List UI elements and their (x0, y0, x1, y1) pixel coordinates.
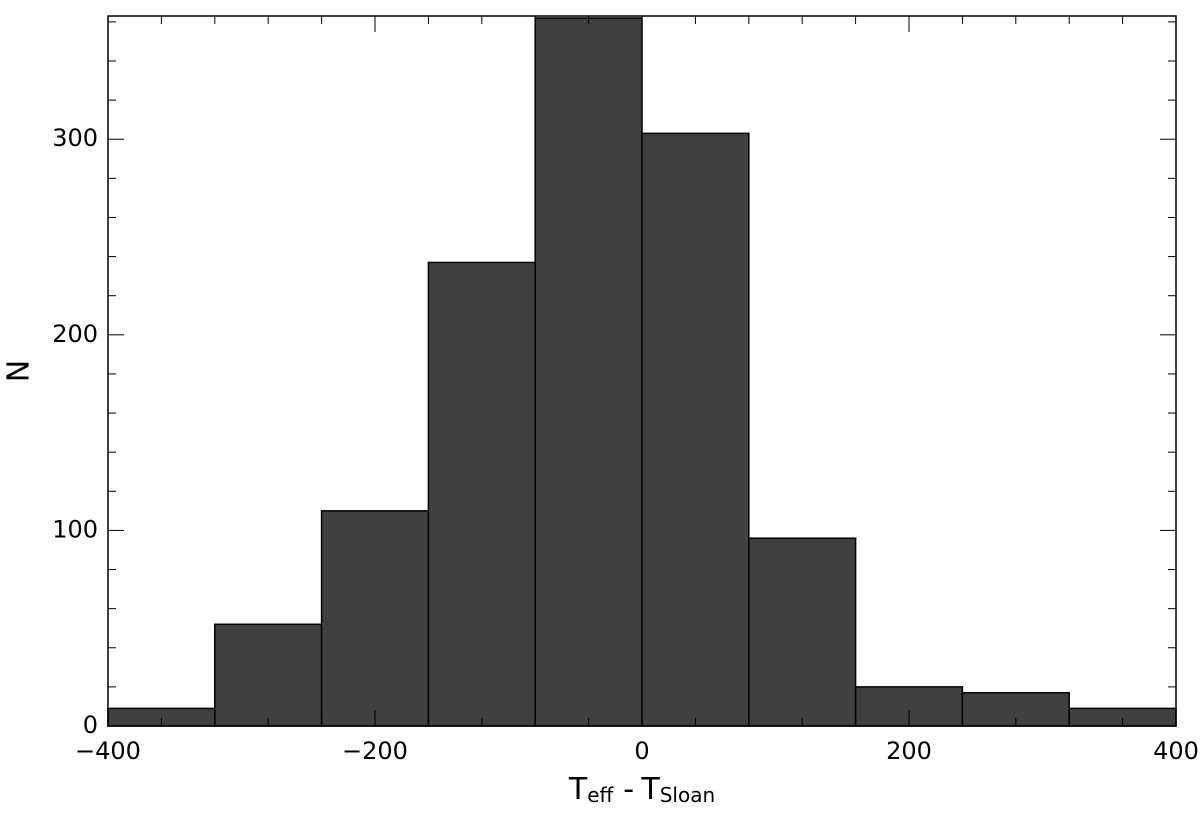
y-tick-label: 200 (52, 320, 98, 348)
x-label-subscript: eff (587, 783, 614, 807)
x-tick-label: −400 (75, 737, 141, 765)
x-tick-label: 400 (1153, 737, 1199, 765)
bar (748, 537, 857, 727)
bar (534, 17, 643, 727)
x-tick-label: −200 (342, 737, 408, 765)
x-label-part: T (568, 772, 588, 807)
x-tick-label: 200 (886, 737, 932, 765)
bar (320, 510, 430, 727)
bar (641, 132, 750, 727)
x-label-subscript: Sloan (660, 783, 715, 807)
y-tick-label: 300 (52, 124, 98, 152)
y-axis-label: N (2, 360, 37, 382)
y-tick-label: 0 (83, 711, 98, 739)
bar (427, 261, 536, 727)
y-tick-label: 100 (52, 515, 98, 543)
x-label-part: T (640, 772, 660, 807)
x-axis-label: Teff - TSloan (568, 772, 715, 807)
x-label-part: - (623, 772, 633, 807)
bar (214, 623, 323, 727)
x-tick-label: 0 (634, 737, 649, 765)
